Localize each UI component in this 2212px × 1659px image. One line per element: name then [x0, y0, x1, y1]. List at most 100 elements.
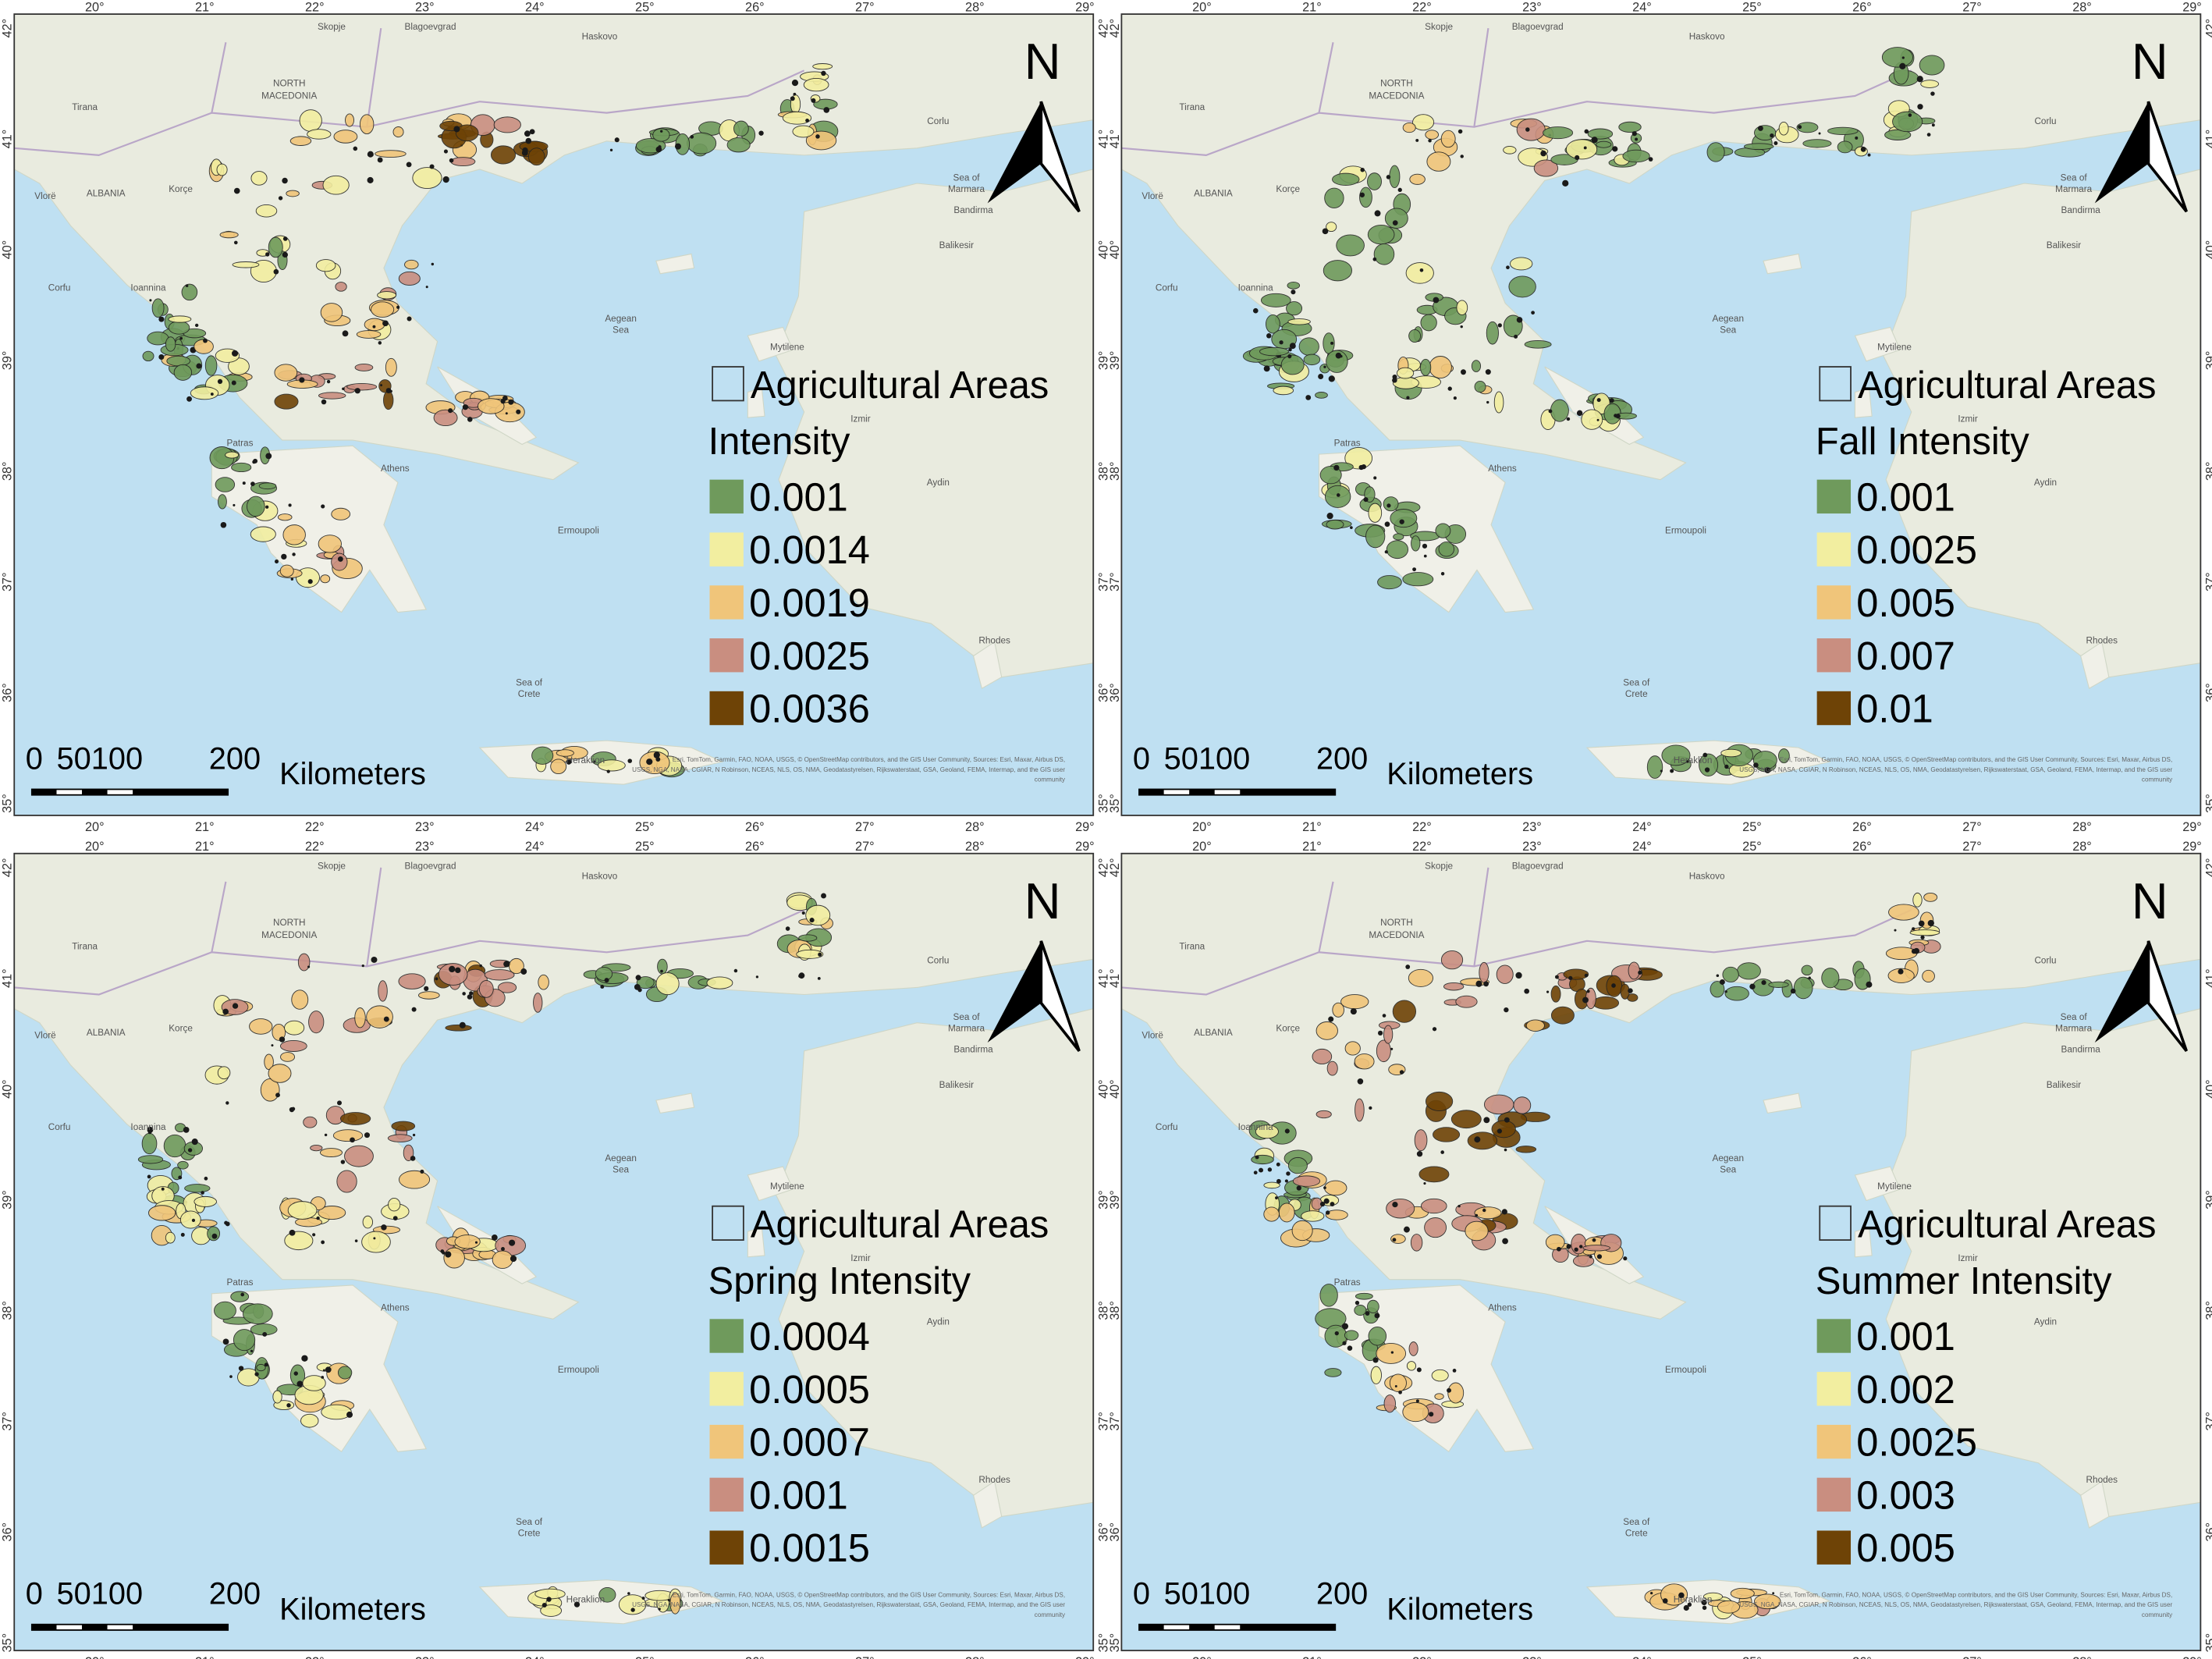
land	[1763, 1092, 1802, 1114]
agricultural-patch	[796, 949, 824, 959]
agricultural-speck	[524, 130, 531, 137]
map-panel: Skopje Blagoevgrad Haskovo NORTH MACEDONIA Ti…	[1, 840, 1111, 1659]
latitude-label: 39°	[1108, 1190, 1122, 1210]
longitude-label: 24°	[525, 840, 545, 854]
agricultural-speck	[373, 1237, 376, 1240]
agricultural-patch	[1456, 300, 1468, 316]
place-name: Korçe	[169, 1024, 193, 1034]
agricultural-patch	[1479, 961, 1489, 983]
agricultural-speck	[371, 956, 378, 963]
agricultural-patch	[1376, 1342, 1407, 1364]
agricultural-patch	[1646, 755, 1663, 779]
land	[1854, 1227, 1873, 1258]
attribution: community	[2142, 1611, 2173, 1618]
agricultural-speck	[1678, 1592, 1685, 1599]
longitude-label: 20°	[85, 1655, 105, 1659]
agricultural-speck	[354, 388, 360, 394]
agricultural-speck	[1501, 1209, 1507, 1215]
place-name: Crete	[518, 1529, 541, 1539]
agricultural-patch	[1885, 947, 1918, 961]
agricultural-speck	[307, 965, 311, 968]
latitude-label: 39°	[1096, 1190, 1110, 1210]
agricultural-patch	[282, 524, 306, 545]
agricultural-patch	[1420, 358, 1432, 376]
place-name: Heraklion	[566, 755, 605, 766]
agricultural-patch	[391, 1121, 416, 1131]
agricultural-speck	[279, 1036, 286, 1043]
land	[775, 169, 1094, 678]
land	[747, 1166, 794, 1202]
place-name: Ioannina	[130, 282, 166, 293]
agricultural-patch	[1425, 1091, 1454, 1112]
agricultural-speck	[1670, 769, 1674, 773]
agricultural-speck	[1486, 400, 1489, 404]
agricultural-patch	[1392, 376, 1419, 389]
land	[747, 1227, 765, 1258]
agricultural-speck	[396, 305, 400, 309]
agricultural-patch	[805, 904, 831, 926]
agricultural-speck	[1458, 1204, 1461, 1208]
agricultural-patch	[337, 1366, 353, 1380]
agricultural-speck	[1333, 464, 1340, 471]
agricultural-speck	[1582, 996, 1589, 1004]
longitude-label: 24°	[1632, 840, 1652, 854]
land	[1854, 387, 1873, 418]
agricultural-speck	[655, 146, 662, 153]
agricultural-speck	[821, 893, 826, 899]
agricultural-speck	[1357, 1078, 1364, 1085]
agricultural-patch	[1922, 969, 1935, 982]
agricultural-speck	[392, 1216, 398, 1220]
agricultural-patch	[214, 1301, 236, 1320]
agricultural-patch	[636, 976, 655, 989]
place-name: Aydin	[2034, 478, 2057, 488]
legend-swatch	[1819, 366, 1852, 402]
agricultural-speck	[510, 1255, 517, 1263]
north-arrow	[987, 101, 1042, 204]
agricultural-patch	[268, 236, 283, 258]
agricultural-speck	[410, 1156, 416, 1161]
agricultural-speck	[467, 994, 473, 1000]
agricultural-speck	[1504, 1117, 1510, 1123]
agricultural-speck	[354, 1239, 358, 1242]
agricultural-patch	[1434, 1393, 1444, 1400]
longitude-label: 21°	[1302, 840, 1322, 854]
agricultural-patch	[331, 552, 348, 571]
agricultural-patch	[1471, 360, 1482, 372]
agricultural-speck	[321, 504, 325, 509]
agricultural-speck	[429, 164, 435, 169]
agricultural-patch	[168, 315, 192, 323]
legend-title: Intensity	[708, 421, 850, 463]
latitude-label: 38°	[1, 1301, 15, 1320]
agricultural-speck	[232, 1003, 239, 1009]
agricultural-speck	[755, 975, 759, 979]
agricultural-patch	[318, 535, 342, 553]
land	[2080, 1480, 2110, 1529]
agricultural-speck	[1374, 210, 1381, 217]
land	[1883, 1008, 2201, 1517]
legend-swatch	[1816, 1477, 1852, 1512]
agricultural-patch	[1292, 1175, 1321, 1187]
legend-label: 0.007	[1856, 634, 1955, 678]
agricultural-speck	[1583, 146, 1587, 150]
longitude-label: 25°	[635, 840, 655, 854]
agricultural-patch	[250, 171, 268, 186]
longitude-label: 21°	[1302, 0, 1322, 14]
agricultural-speck	[469, 991, 474, 996]
agricultural-patch	[1888, 904, 1919, 921]
agricultural-patch	[179, 1210, 201, 1229]
agricultural-speck	[1524, 988, 1530, 994]
agricultural-speck	[185, 284, 189, 287]
longitude-label: 20°	[1192, 840, 1212, 854]
agricultural-speck	[1374, 1313, 1380, 1319]
legend-swatch	[1816, 1424, 1852, 1459]
agricultural-patch	[215, 477, 236, 492]
agricultural-speck	[187, 1148, 193, 1153]
place-name: Marmara	[2055, 184, 2092, 194]
north-label: N	[2132, 33, 2168, 90]
agricultural-patch	[1440, 130, 1456, 148]
north-label: N	[1024, 33, 1061, 90]
place-name: Skopje	[1425, 861, 1453, 872]
agricultural-speck	[158, 316, 165, 322]
longitude-label: 22°	[1412, 0, 1432, 14]
place-name: Athens	[1488, 464, 1517, 474]
